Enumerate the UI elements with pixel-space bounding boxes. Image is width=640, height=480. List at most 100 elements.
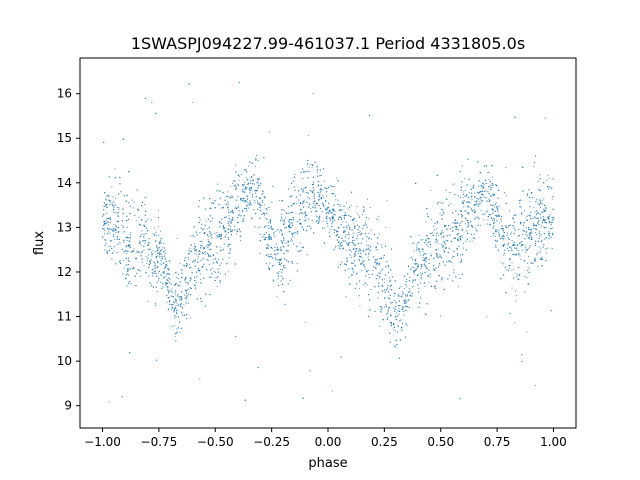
scatter-point — [109, 201, 111, 203]
scatter-point — [105, 243, 107, 245]
scatter-point — [115, 231, 117, 233]
scatter-point — [266, 247, 268, 249]
scatter-point — [282, 278, 284, 280]
scatter-point — [217, 268, 219, 270]
scatter-point — [196, 234, 198, 236]
scatter-point — [494, 214, 496, 217]
scatter-point — [462, 202, 464, 204]
scatter-point — [201, 252, 203, 254]
scatter-point — [272, 265, 274, 267]
scatter-point — [227, 222, 229, 224]
scatter-point — [112, 235, 114, 238]
scatter-point — [272, 257, 274, 259]
scatter-point — [533, 166, 535, 168]
scatter-point — [538, 220, 540, 222]
scatter-point — [332, 215, 334, 218]
scatter-point — [380, 309, 382, 311]
scatter-point — [544, 117, 546, 119]
scatter-point — [198, 221, 200, 223]
scatter-point — [242, 190, 244, 193]
scatter-point — [508, 225, 510, 227]
scatter-point — [396, 312, 398, 314]
scatter-point — [203, 232, 205, 235]
scatter-point — [410, 256, 412, 258]
scatter-point — [259, 207, 261, 209]
scatter-point — [325, 217, 327, 219]
scatter-point — [180, 305, 182, 307]
scatter-point — [358, 232, 360, 234]
scatter-point — [235, 207, 237, 210]
scatter-point — [210, 243, 212, 245]
scatter-point — [448, 225, 450, 227]
scatter-point — [394, 310, 396, 312]
scatter-point — [128, 274, 130, 276]
scatter-point — [211, 234, 213, 236]
scatter-point — [350, 215, 352, 218]
scatter-point — [522, 166, 524, 168]
scatter-point — [445, 239, 447, 241]
scatter-point — [539, 200, 541, 202]
scatter-point — [461, 216, 463, 218]
scatter-point — [399, 304, 401, 307]
scatter-point — [518, 266, 520, 269]
scatter-point — [247, 203, 249, 205]
scatter-point — [488, 201, 490, 203]
scatter-point — [551, 216, 553, 219]
scatter-point — [249, 182, 252, 184]
scatter-point — [186, 298, 188, 300]
scatter-point — [534, 231, 536, 234]
scatter-point — [348, 268, 350, 270]
scatter-point — [461, 228, 463, 230]
scatter-point — [323, 205, 325, 208]
scatter-point — [410, 236, 412, 238]
scatter-point — [486, 211, 488, 213]
scatter-point — [381, 268, 383, 270]
scatter-point — [368, 114, 371, 117]
scatter-point — [111, 240, 113, 242]
scatter-point — [548, 221, 551, 223]
scatter-point — [342, 240, 344, 242]
scatter-point — [128, 171, 130, 173]
scatter-point — [288, 212, 290, 214]
scatter-point — [160, 281, 162, 283]
scatter-point — [397, 309, 399, 311]
scatter-point — [298, 213, 301, 215]
scatter-point — [526, 262, 528, 264]
scatter-point — [246, 171, 248, 173]
scatter-point — [438, 235, 440, 237]
scatter-point — [551, 221, 553, 223]
scatter-point — [118, 193, 120, 195]
scatter-point — [542, 216, 544, 218]
scatter-point — [528, 271, 530, 274]
scatter-point — [136, 272, 138, 274]
scatter-point — [206, 268, 208, 271]
scatter-point — [348, 231, 350, 233]
scatter-point — [356, 273, 358, 275]
scatter-point — [312, 187, 314, 189]
scatter-point — [224, 236, 226, 238]
scatter-point — [188, 83, 190, 85]
scatter-point — [540, 248, 542, 250]
scatter-point — [528, 267, 530, 269]
scatter-point — [461, 221, 463, 223]
scatter-point — [536, 198, 538, 200]
scatter-point — [289, 279, 291, 281]
scatter-point — [389, 285, 391, 287]
scatter-point — [278, 271, 280, 273]
scatter-point — [389, 332, 391, 334]
scatter-point — [103, 228, 105, 230]
scatter-point — [263, 212, 265, 215]
scatter-point — [287, 283, 289, 285]
scatter-point — [288, 221, 291, 224]
scatter-point — [536, 210, 538, 212]
scatter-point — [309, 225, 311, 227]
scatter-point — [208, 241, 211, 243]
scatter-point — [160, 263, 163, 265]
scatter-point — [177, 327, 179, 329]
scatter-point — [227, 262, 229, 264]
scatter-point — [356, 248, 358, 250]
scatter-point — [296, 263, 298, 265]
scatter-point — [481, 193, 483, 195]
scatter-point — [187, 253, 190, 255]
scatter-point — [229, 197, 231, 199]
